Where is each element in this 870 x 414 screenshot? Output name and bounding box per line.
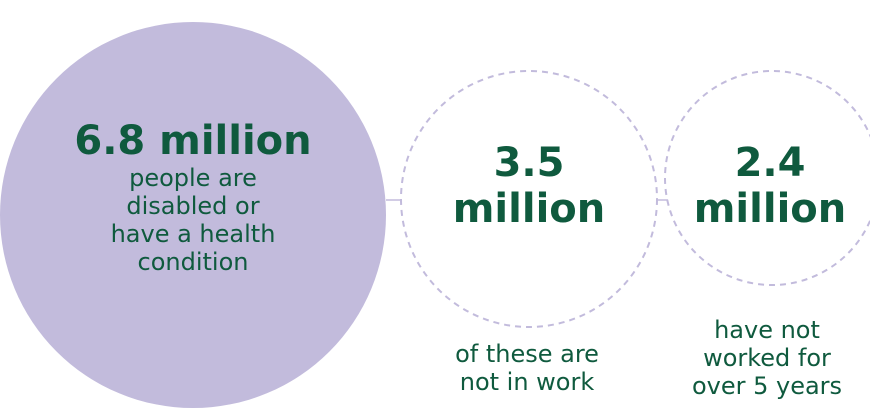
main-stat-value: 6.8 million	[74, 118, 312, 164]
not-in-work-caption-line-2: not in work	[459, 368, 595, 396]
dashed-circle-right	[664, 70, 870, 286]
not-in-work-caption: of these are not in work	[412, 340, 642, 396]
not-worked-stat: 2.4 million	[670, 140, 870, 232]
main-stat-caption-line-3: have a health	[110, 220, 276, 248]
not-in-work-caption-line-1: of these are	[455, 340, 599, 368]
dashed-circle-mid	[400, 70, 658, 328]
not-worked-caption: have not worked for over 5 years	[672, 316, 862, 400]
main-stat-caption-line-2: disabled or	[126, 192, 260, 220]
main-stat-caption-line-1: people are	[129, 164, 257, 192]
not-worked-caption-line-1: have not	[714, 316, 820, 344]
not-worked-caption-line-2: worked for	[703, 344, 831, 372]
main-stat-caption-line-4: condition	[137, 248, 249, 276]
not-in-work-stat: 3.5 million	[420, 140, 638, 232]
not-worked-caption-line-3: over 5 years	[691, 372, 843, 400]
main-stat: 6.8 million people are disabled or have …	[40, 118, 346, 276]
main-stat-circle	[0, 22, 386, 408]
not-worked-value-line-2: million	[693, 186, 847, 232]
not-worked-value-line-1: 2.4	[734, 140, 806, 186]
not-in-work-value-line-1: 3.5	[493, 140, 565, 186]
not-in-work-value-line-2: million	[452, 186, 606, 232]
